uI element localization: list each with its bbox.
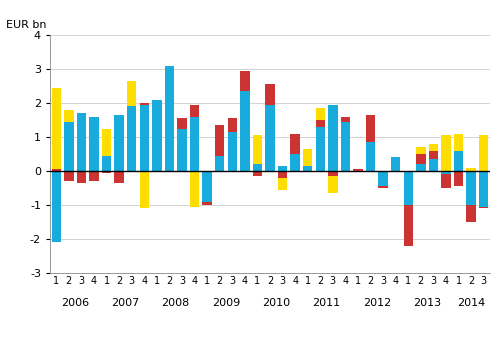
Bar <box>316 127 325 171</box>
Bar <box>90 117 98 171</box>
Bar <box>190 117 200 171</box>
Text: 2013: 2013 <box>413 299 441 308</box>
Bar <box>114 115 124 171</box>
Text: 2006: 2006 <box>61 299 89 308</box>
Bar <box>290 134 300 154</box>
Bar <box>90 171 98 181</box>
Bar <box>316 108 325 120</box>
Bar <box>340 122 350 171</box>
Bar <box>76 113 86 171</box>
Bar <box>252 135 262 164</box>
Bar <box>52 88 61 169</box>
Bar <box>252 171 262 176</box>
Bar <box>64 122 74 171</box>
Bar <box>202 171 212 202</box>
Bar <box>52 171 61 243</box>
Bar <box>366 142 376 171</box>
Bar <box>466 168 476 171</box>
Bar <box>266 105 274 171</box>
Bar <box>479 135 488 171</box>
Bar <box>328 176 338 193</box>
Bar <box>303 149 312 166</box>
Bar <box>152 100 162 171</box>
Text: 2012: 2012 <box>362 299 391 308</box>
Bar <box>340 117 350 122</box>
Bar <box>454 134 464 150</box>
Bar <box>428 159 438 171</box>
Text: 2007: 2007 <box>112 299 140 308</box>
Bar <box>290 154 300 171</box>
Text: 2014: 2014 <box>457 299 486 308</box>
Text: 2011: 2011 <box>312 299 340 308</box>
Bar <box>240 91 250 171</box>
Bar <box>328 171 338 176</box>
Bar <box>442 135 450 171</box>
Bar <box>404 171 413 205</box>
Bar <box>378 171 388 186</box>
Bar <box>454 150 464 171</box>
Text: 2008: 2008 <box>162 299 190 308</box>
Bar <box>114 171 124 183</box>
Bar <box>378 186 388 188</box>
Bar <box>428 144 438 150</box>
Bar <box>416 147 426 154</box>
Bar <box>240 71 250 91</box>
Bar <box>164 65 174 171</box>
Bar <box>278 166 287 171</box>
Bar <box>102 171 112 173</box>
Bar <box>64 110 74 122</box>
Bar <box>102 128 112 156</box>
Bar <box>416 164 426 171</box>
Bar <box>428 150 438 159</box>
Bar <box>454 171 464 186</box>
Bar <box>215 125 224 156</box>
Bar <box>466 171 476 205</box>
Bar <box>52 169 61 171</box>
Bar <box>278 171 287 178</box>
Bar <box>202 202 212 205</box>
Bar <box>228 132 237 171</box>
Bar <box>127 81 136 106</box>
Bar <box>64 171 74 181</box>
Bar <box>127 106 136 171</box>
Bar <box>303 166 312 171</box>
Bar <box>316 120 325 127</box>
Text: 2010: 2010 <box>262 299 290 308</box>
Bar <box>252 164 262 171</box>
Bar <box>391 158 400 171</box>
Bar <box>354 169 362 171</box>
Bar <box>190 171 200 207</box>
Bar <box>479 171 488 207</box>
Bar <box>140 105 149 171</box>
Bar <box>278 178 287 190</box>
Bar <box>328 105 338 171</box>
Bar <box>404 205 413 246</box>
Bar <box>266 84 274 105</box>
Bar <box>466 205 476 222</box>
Bar <box>479 207 488 208</box>
Bar <box>442 174 450 188</box>
Bar <box>178 118 186 128</box>
Bar <box>228 118 237 132</box>
Bar <box>76 171 86 183</box>
Text: 2009: 2009 <box>212 299 240 308</box>
Bar <box>140 171 149 208</box>
Bar <box>140 103 149 105</box>
Bar <box>190 105 200 117</box>
Bar <box>178 128 186 171</box>
Text: EUR bn: EUR bn <box>6 20 46 30</box>
Bar <box>416 154 426 164</box>
Bar <box>102 156 112 171</box>
Bar <box>215 156 224 171</box>
Bar <box>366 115 376 142</box>
Bar <box>442 171 450 174</box>
